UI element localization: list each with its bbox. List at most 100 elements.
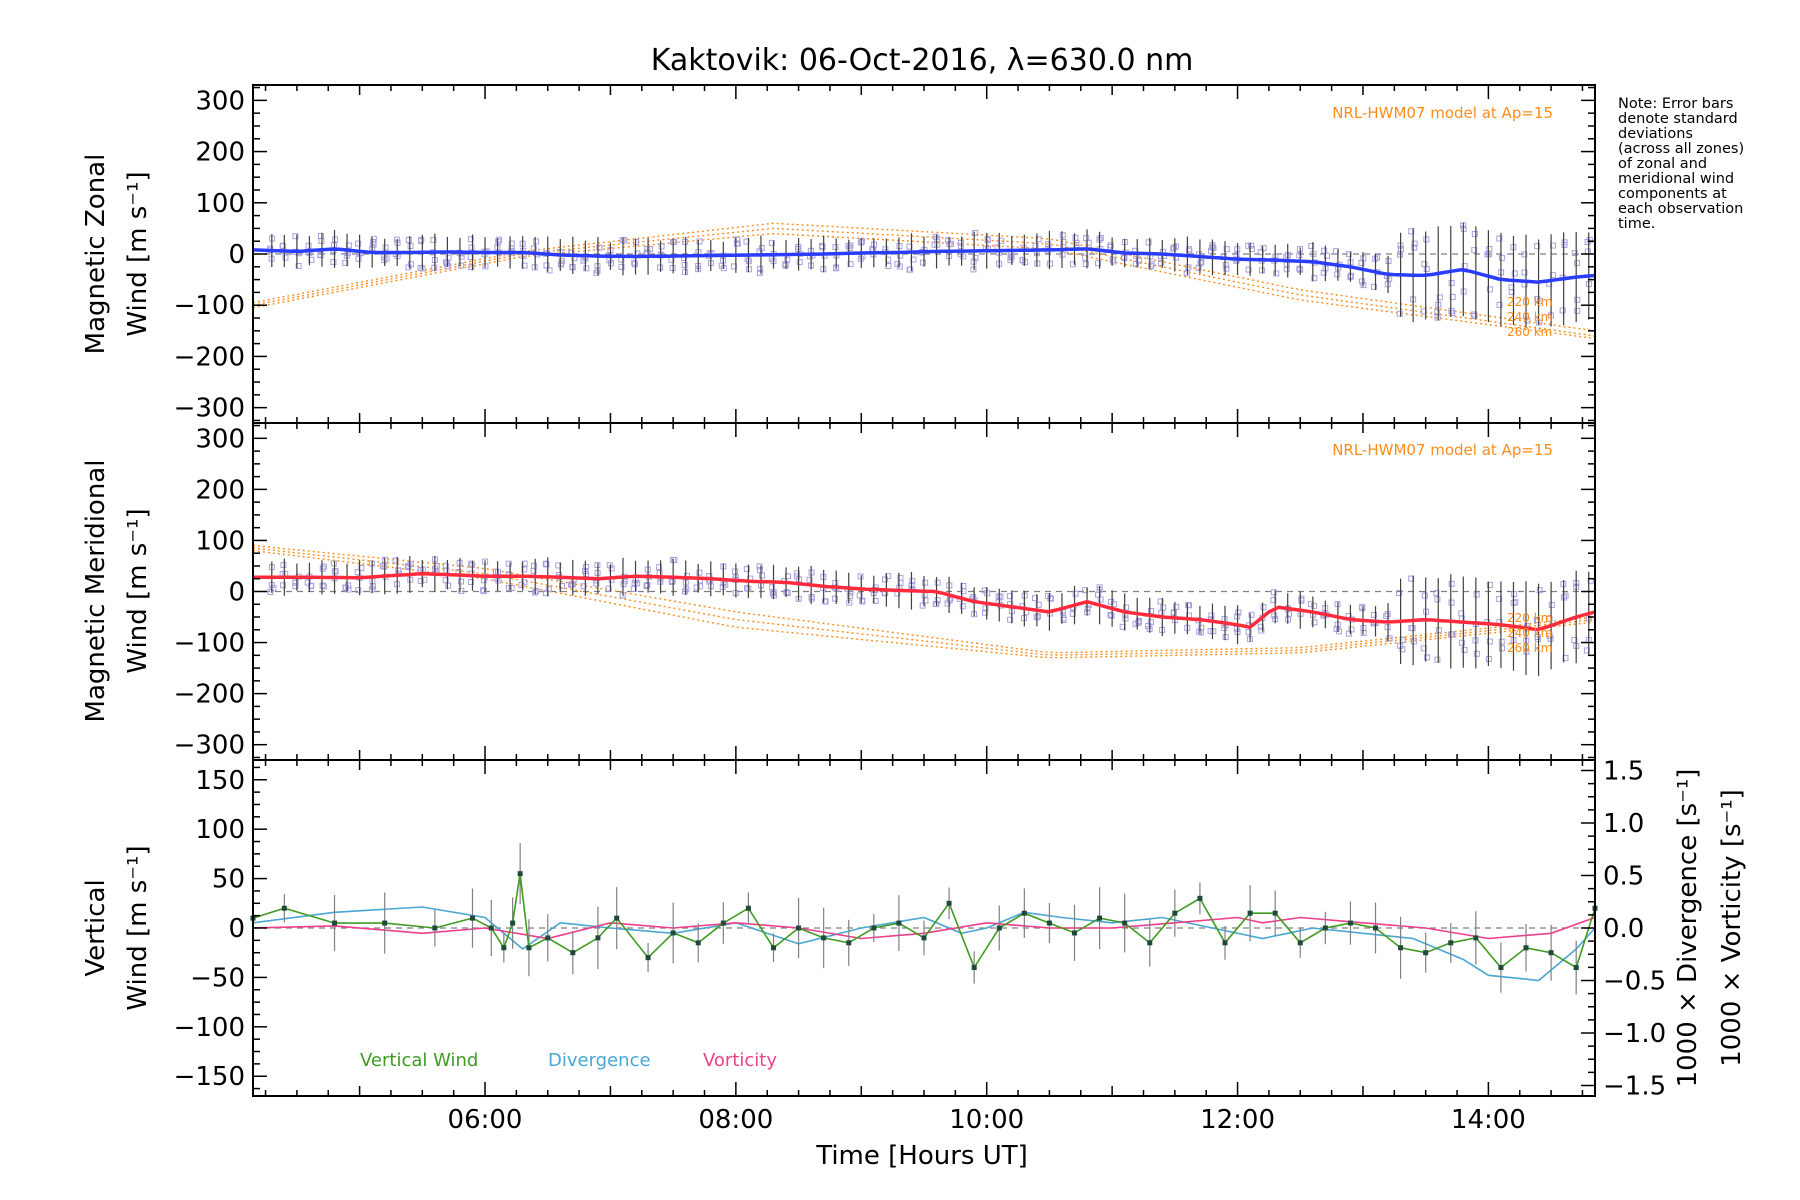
zone-sample bbox=[631, 259, 638, 266]
meridional-ticks: −300 −200 −100 0 100 200 300 bbox=[174, 423, 1595, 761]
zone-sample bbox=[542, 590, 549, 597]
note-line-2: denote standard bbox=[1618, 111, 1738, 127]
y-tick-label: 50 bbox=[212, 865, 245, 895]
zone-sample bbox=[733, 240, 740, 247]
zone-sample bbox=[922, 597, 929, 604]
zone-sample bbox=[1110, 258, 1117, 265]
zone-sample bbox=[981, 587, 988, 594]
vertical-wind-point bbox=[281, 905, 287, 911]
zone-sample bbox=[543, 262, 550, 269]
zone-sample bbox=[1547, 635, 1554, 642]
vertical-wind-point bbox=[846, 940, 852, 946]
vertical-wind-point bbox=[1573, 965, 1579, 971]
zone-sample bbox=[832, 244, 839, 251]
zone-sample bbox=[957, 239, 964, 246]
zone-sample bbox=[1470, 311, 1477, 318]
zone-sample bbox=[1298, 597, 1305, 604]
zone-sample bbox=[280, 561, 287, 568]
model-curve bbox=[252, 550, 1596, 659]
zone-sample bbox=[292, 233, 299, 240]
y2-tick-label: −1.5 bbox=[1603, 1072, 1666, 1102]
zone-sample bbox=[769, 590, 776, 597]
zone-sample bbox=[784, 256, 791, 263]
zone-sample bbox=[1245, 629, 1252, 636]
zone-sample bbox=[1059, 232, 1066, 239]
zone-sample bbox=[1549, 272, 1556, 279]
zone-sample bbox=[430, 236, 437, 243]
zone-sample bbox=[342, 259, 349, 266]
zone-sample bbox=[960, 253, 967, 260]
zone-sample bbox=[521, 262, 528, 269]
zone-sample bbox=[982, 605, 989, 612]
y-tick-label: 300 bbox=[195, 86, 245, 116]
vertical-wind-point bbox=[1423, 950, 1429, 956]
zone-sample bbox=[945, 237, 952, 244]
zone-sample bbox=[1222, 262, 1229, 269]
zone-sample bbox=[1108, 612, 1115, 619]
zone-sample bbox=[1158, 259, 1165, 266]
zone-sample bbox=[457, 262, 464, 269]
y2-tick-label: −0.5 bbox=[1603, 967, 1666, 997]
zone-sample bbox=[493, 568, 500, 575]
zone-sample bbox=[1310, 250, 1317, 257]
meridional-wind-line bbox=[253, 572, 1596, 632]
zone-sample bbox=[744, 585, 751, 592]
zone-sample bbox=[568, 581, 575, 588]
zone-sample bbox=[1448, 279, 1455, 286]
x-tick-label: 10:00 bbox=[949, 1105, 1024, 1135]
zone-sample bbox=[407, 242, 414, 249]
zone-sample bbox=[1421, 592, 1428, 599]
vertical-wind-point bbox=[1122, 920, 1128, 926]
vertical-wind-point bbox=[1322, 925, 1328, 931]
zonal-panel: −300 −200 −100 0 100 200 300 NRL-HWM07 model a… bbox=[81, 84, 1596, 424]
zone-sample bbox=[1473, 591, 1480, 598]
zone-sample bbox=[821, 598, 828, 605]
zone-sample bbox=[819, 242, 826, 249]
zone-sample bbox=[317, 232, 324, 239]
zone-sample bbox=[743, 566, 750, 573]
zone-sample bbox=[1486, 581, 1493, 588]
zone-sample bbox=[358, 565, 365, 572]
zone-sample bbox=[995, 593, 1002, 600]
zone-sample bbox=[505, 560, 512, 567]
zone-sample bbox=[681, 261, 688, 268]
zone-sample bbox=[932, 601, 939, 608]
zone-sample bbox=[330, 259, 337, 266]
divergence-ylabel: 1000 × Divergence [s⁻¹] bbox=[1673, 769, 1703, 1088]
zone-sample bbox=[934, 579, 941, 586]
zone-sample bbox=[1521, 251, 1528, 258]
zone-sample bbox=[345, 242, 352, 249]
zone-sample bbox=[1334, 271, 1341, 278]
zone-sample bbox=[1311, 602, 1318, 609]
zone-sample bbox=[1007, 257, 1014, 264]
zone-sample bbox=[1085, 239, 1092, 246]
zone-sample bbox=[480, 587, 487, 594]
zone-sample bbox=[1223, 265, 1230, 272]
zone-sample bbox=[693, 584, 700, 591]
vertical-wind-point bbox=[332, 920, 338, 926]
vertical-wind-point bbox=[526, 945, 532, 951]
y-tick-label: 0 bbox=[228, 914, 245, 944]
zone-sample bbox=[732, 568, 739, 575]
zone-sample bbox=[757, 265, 764, 272]
zone-sample bbox=[1270, 589, 1277, 596]
zone-sample bbox=[920, 259, 927, 266]
zone-sample bbox=[808, 595, 815, 602]
vertical-wind-point bbox=[645, 955, 651, 961]
zone-sample bbox=[1574, 307, 1581, 314]
vertical-wind-point bbox=[570, 950, 576, 956]
zone-sample bbox=[1521, 269, 1528, 276]
vertical-wind-point bbox=[871, 925, 877, 931]
zone-sample bbox=[1421, 261, 1428, 268]
zone-sample bbox=[546, 267, 553, 274]
meridional-ylabel-line2: Wind [m s⁻¹] bbox=[123, 508, 153, 673]
zone-sample bbox=[593, 270, 600, 277]
zone-sample bbox=[1186, 246, 1193, 253]
zone-sample bbox=[583, 265, 590, 272]
zone-sample bbox=[832, 595, 839, 602]
y2-tick-label: 0.5 bbox=[1603, 862, 1644, 892]
vertical-wind-point bbox=[1297, 940, 1303, 946]
zone-sample bbox=[1060, 615, 1067, 622]
zone-sample bbox=[304, 579, 311, 586]
